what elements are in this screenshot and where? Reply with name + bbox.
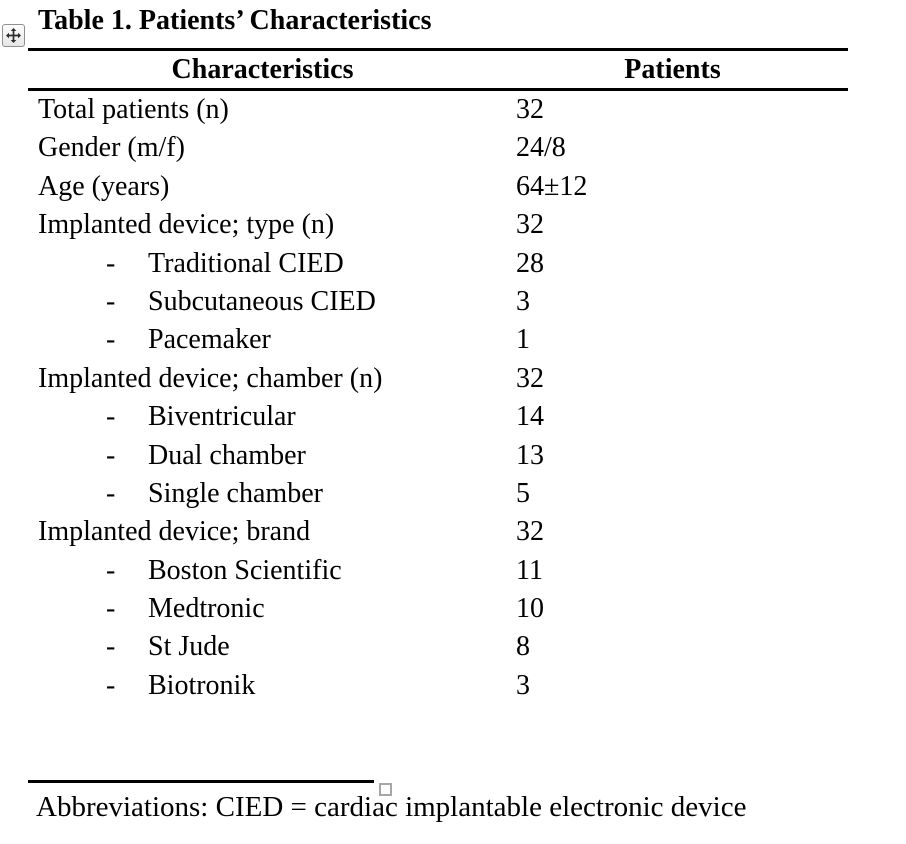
patients-value-cell: 1	[516, 324, 530, 356]
table-row: Age (years) 64±12	[28, 168, 848, 206]
patients-value-cell: 28	[516, 247, 544, 279]
characteristic-label: Pacemaker	[148, 324, 271, 356]
characteristic-label: St Jude	[148, 631, 230, 663]
characteristic-cell: - Boston Scientific	[28, 552, 497, 590]
characteristic-cell: - St Jude	[28, 628, 497, 666]
table-header-rule	[28, 88, 848, 91]
characteristic-label: Dual chamber	[148, 439, 306, 471]
table-top-rule	[28, 48, 848, 51]
table-row: Implanted device; chamber (n) 32	[28, 360, 848, 398]
characteristic-cell: Implanted device; chamber (n)	[28, 360, 497, 398]
patients-value-cell: 14	[516, 401, 544, 433]
table-row: - Subcutaneous CIED 3	[28, 283, 848, 321]
list-dash-bullet: -	[106, 669, 116, 701]
table-row: Gender (m/f) 24/8	[28, 129, 848, 167]
patients-value-cell: 64±12	[516, 170, 588, 202]
patients-value-cell: 8	[516, 631, 530, 663]
table-title: Table 1. Patients’ Characteristics	[38, 5, 432, 36]
list-dash-bullet: -	[106, 593, 116, 625]
table-row: - Boston Scientific 11	[28, 552, 848, 590]
characteristic-label: Implanted device; chamber (n)	[38, 362, 383, 394]
list-dash-bullet: -	[106, 285, 116, 317]
list-dash-bullet: -	[106, 324, 116, 356]
characteristic-cell: Total patients (n)	[28, 91, 497, 129]
footnote-separator-line	[28, 780, 374, 783]
list-dash-bullet: -	[106, 477, 116, 509]
table-body: Total patients (n) 32 Gender (m/f) 24/8 …	[28, 91, 848, 705]
characteristic-cell: - Single chamber	[28, 475, 497, 513]
list-dash-bullet: -	[106, 247, 116, 279]
characteristic-label: Medtronic	[148, 593, 265, 625]
characteristic-label: Gender (m/f)	[38, 132, 185, 164]
characteristic-cell: - Pacemaker	[28, 321, 497, 359]
table-row: - Traditional CIED 28	[28, 245, 848, 283]
characteristic-label: Biventricular	[148, 401, 296, 433]
patients-value-cell: 32	[516, 209, 544, 241]
table-row: Implanted device; brand 32	[28, 513, 848, 551]
table-row: - Single chamber 5	[28, 475, 848, 513]
characteristic-label: Biotronik	[148, 669, 256, 701]
patients-value-cell: 32	[516, 94, 544, 125]
table-move-handle-button[interactable]	[2, 24, 25, 47]
table-row: - Pacemaker 1	[28, 321, 848, 359]
characteristic-label: Traditional CIED	[148, 247, 344, 279]
table-row: Implanted device; type (n) 32	[28, 206, 848, 244]
characteristic-cell: - Traditional CIED	[28, 245, 497, 283]
column-header-characteristics: Characteristics	[171, 54, 354, 85]
characteristic-cell: - Medtronic	[28, 590, 497, 628]
list-dash-bullet: -	[106, 439, 116, 471]
patients-value-cell: 5	[516, 477, 530, 509]
characteristic-label: Single chamber	[148, 477, 323, 509]
patients-value-cell: 3	[516, 669, 530, 701]
list-dash-bullet: -	[106, 401, 116, 433]
list-dash-bullet: -	[106, 631, 116, 663]
characteristic-label: Total patients (n)	[38, 94, 229, 125]
characteristic-cell: - Biventricular	[28, 398, 497, 436]
patients-value-cell: 10	[516, 593, 544, 625]
patients-value-cell: 13	[516, 439, 544, 471]
patients-value-cell: 24/8	[516, 132, 566, 164]
characteristic-cell: - Biotronik	[28, 667, 497, 705]
characteristic-cell: - Dual chamber	[28, 437, 497, 475]
characteristic-label: Implanted device; type (n)	[38, 209, 335, 241]
list-dash-bullet: -	[106, 554, 116, 586]
table-row: - St Jude 8	[28, 628, 848, 666]
characteristic-cell: - Subcutaneous CIED	[28, 283, 497, 321]
table-row: - Biotronik 3	[28, 667, 848, 705]
characteristic-cell: Age (years)	[28, 168, 497, 206]
column-header-patients: Patients	[624, 54, 721, 85]
table-row: - Biventricular 14	[28, 398, 848, 436]
patients-value-cell: 32	[516, 516, 544, 548]
table-row: - Dual chamber 13	[28, 437, 848, 475]
characteristic-label: Subcutaneous CIED	[148, 285, 376, 317]
characteristic-label: Age (years)	[38, 170, 170, 202]
characteristic-cell: Gender (m/f)	[28, 129, 497, 167]
patients-value-cell: 3	[516, 285, 530, 317]
characteristic-cell: Implanted device; type (n)	[28, 206, 497, 244]
characteristic-label: Boston Scientific	[148, 554, 342, 586]
characteristic-cell: Implanted device; brand	[28, 513, 497, 551]
move-icon	[6, 28, 21, 43]
table-row: - Medtronic 10	[28, 590, 848, 628]
characteristic-label: Implanted device; brand	[38, 516, 311, 548]
table-row: Total patients (n) 32	[28, 91, 848, 129]
patients-value-cell: 11	[516, 554, 543, 586]
object-anchor-handle[interactable]	[379, 783, 392, 796]
patients-value-cell: 32	[516, 362, 544, 394]
abbreviations-footnote: Abbreviations: CIED = cardiac implantabl…	[36, 791, 747, 823]
table-header-row: Characteristics Patients	[28, 51, 848, 88]
